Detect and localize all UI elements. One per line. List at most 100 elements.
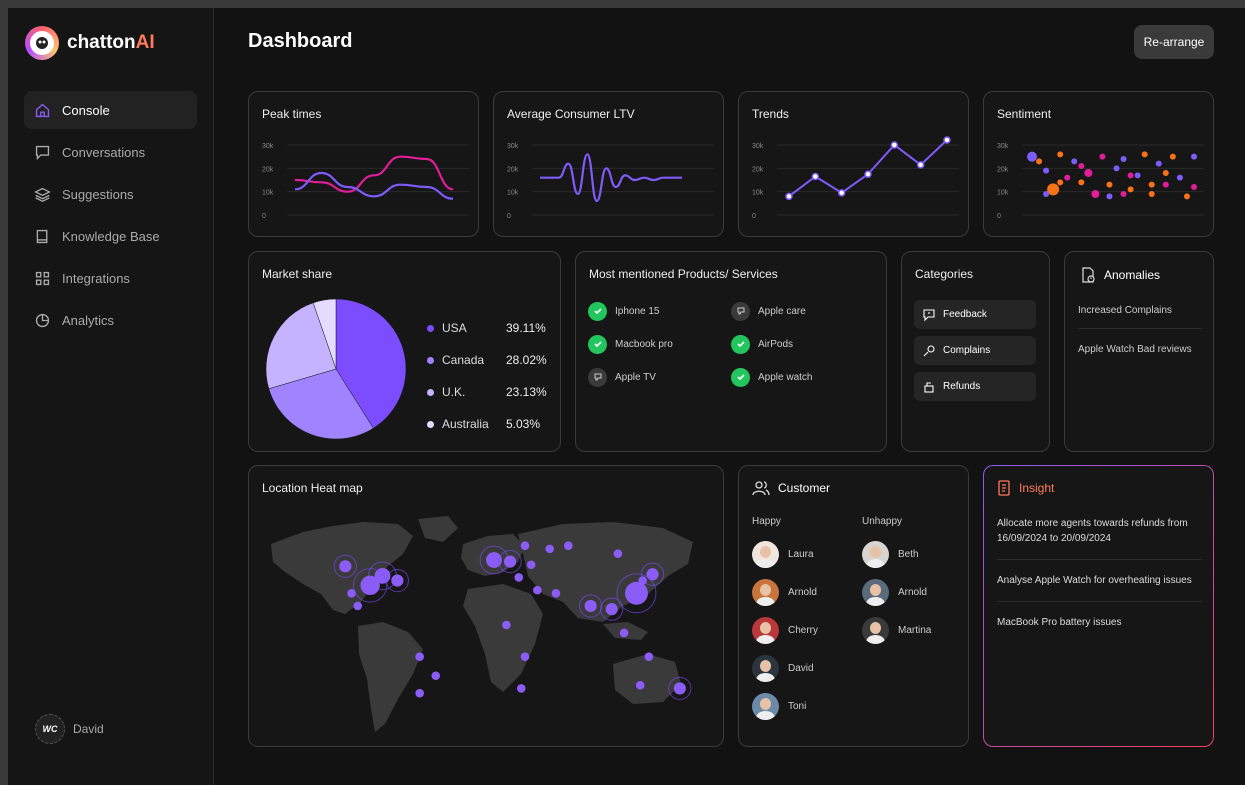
- category-refunds[interactable]: Refunds: [914, 372, 1036, 401]
- brand-logo[interactable]: chattonAI: [25, 26, 155, 60]
- sidebar-item-analytics[interactable]: Analytics: [24, 301, 197, 339]
- product-item[interactable]: Apple TV: [588, 366, 731, 388]
- pie-slice-usa[interactable]: [335, 298, 407, 429]
- product-item[interactable]: Iphone 15: [588, 300, 731, 322]
- heat-dot: [644, 652, 654, 662]
- scatter-point: [1148, 191, 1155, 197]
- series-line-ltv: [540, 153, 682, 203]
- product-item[interactable]: AirPods: [731, 333, 874, 355]
- product-item[interactable]: Macbook pro: [588, 333, 731, 355]
- avatar: [752, 616, 779, 644]
- sidebar-item-knowledge-base[interactable]: Knowledge Base: [24, 217, 197, 255]
- scatter-point: [1036, 158, 1043, 165]
- heatmap-card[interactable]: Location Heat map: [248, 465, 724, 747]
- sentiment-card[interactable]: Sentiment 30k 20k 10k 0: [983, 91, 1214, 237]
- products-card[interactable]: Most mentioned Products/ Services Iphone…: [575, 251, 887, 452]
- heat-dot: [635, 680, 645, 690]
- category-label: Complains: [943, 345, 991, 356]
- book-icon: [36, 229, 48, 243]
- scatter-point: [1027, 151, 1037, 162]
- product-item[interactable]: Apple watch: [731, 366, 874, 388]
- insight-item[interactable]: Analyse Apple Watch for overheating issu…: [997, 573, 1202, 602]
- customer-row[interactable]: Laura: [752, 535, 852, 573]
- sidebar-item-conversations[interactable]: Conversations: [24, 133, 197, 171]
- sidebar-item-label: Conversations: [62, 144, 146, 160]
- scatter-point: [1155, 160, 1162, 167]
- heat-dot: [391, 574, 404, 587]
- legend-dot: [427, 388, 434, 396]
- heat-dot: [520, 652, 530, 662]
- scatter-point: [1191, 184, 1197, 190]
- heat-dot: [486, 552, 502, 568]
- user-name: David: [73, 722, 104, 736]
- customer-row[interactable]: Toni: [752, 687, 852, 725]
- anomaly-item[interactable]: Increased Complains: [1078, 302, 1202, 329]
- category-feedback[interactable]: Feedback: [914, 300, 1036, 329]
- data-point: [916, 161, 925, 169]
- heat-dot: [624, 581, 648, 605]
- sidebar-item-label: Integrations: [62, 270, 130, 286]
- heat-dot: [520, 541, 530, 551]
- card-title: Anomalies: [1079, 266, 1160, 284]
- category-label: Feedback: [943, 309, 987, 320]
- anomalies-card[interactable]: Anomalies Increased Complains Apple Watc…: [1064, 251, 1214, 452]
- card-title: Market share: [262, 267, 333, 281]
- insight-card[interactable]: Insight Allocate more agents towards ref…: [983, 465, 1214, 747]
- australia: [613, 654, 681, 704]
- customer-row[interactable]: Cherry: [752, 611, 852, 649]
- insight-item[interactable]: Allocate more agents towards refunds fro…: [997, 516, 1202, 560]
- scatter-point: [1141, 151, 1148, 158]
- customer-row[interactable]: Arnold: [752, 573, 852, 611]
- market-share-card[interactable]: Market share USA 39.11% Canada 28.02% U.…: [248, 251, 561, 452]
- card-title: Sentiment: [997, 107, 1052, 121]
- check-icon: [731, 367, 750, 387]
- customer-row[interactable]: David: [752, 649, 852, 687]
- sidebar-item-integrations[interactable]: Integrations: [24, 259, 197, 297]
- customer-row[interactable]: Arnold: [862, 573, 962, 611]
- heat-dot: [347, 588, 356, 598]
- sidebar-item-label: Console: [62, 102, 110, 118]
- pie-slice-canada[interactable]: [268, 368, 374, 440]
- sidebar-item-console[interactable]: Console: [24, 91, 197, 129]
- customer-name: Toni: [788, 700, 807, 712]
- data-point: [943, 136, 951, 144]
- customer-name: Arnold: [788, 586, 817, 598]
- pie-slice-australia[interactable]: [312, 298, 337, 370]
- product-item[interactable]: Apple care: [731, 300, 874, 322]
- heat-dot: [551, 588, 561, 598]
- card-title-text: Customer: [778, 481, 831, 495]
- avatar: [862, 616, 889, 644]
- rearrange-button[interactable]: Re-arrange: [1134, 25, 1214, 59]
- y-tick-label: 20k: [262, 166, 274, 173]
- sidebar-item-suggestions[interactable]: Suggestions: [24, 175, 197, 213]
- scatter-point: [1162, 181, 1169, 188]
- scatter-point: [1091, 190, 1100, 198]
- series-line-purple: [294, 171, 454, 200]
- category-complains[interactable]: Complains: [914, 336, 1036, 365]
- customer-name: David: [788, 662, 814, 674]
- card-title-text: Anomalies: [1104, 268, 1161, 282]
- customer-row[interactable]: Martina: [862, 611, 962, 649]
- y-tick-label: 20k: [997, 166, 1009, 173]
- anomaly-item[interactable]: Apple Watch Bad reviews: [1078, 344, 1192, 355]
- data-point: [811, 172, 820, 181]
- world-heatmap: [271, 516, 693, 732]
- ltv-card[interactable]: Average Consumer LTV 30k 20k 10k 0: [493, 91, 724, 237]
- heat-dot: [431, 671, 441, 681]
- trends-card[interactable]: Trends 30k 20k 10k 0: [738, 91, 969, 237]
- customer-card[interactable]: Customer Happy Laura Arnold Cherry David…: [738, 465, 969, 747]
- pie-slice-uk[interactable]: [265, 302, 337, 390]
- avatar: [752, 578, 779, 606]
- legend-row: Canada 28.02%: [427, 344, 557, 376]
- scatter-point: [1057, 179, 1064, 186]
- user-profile[interactable]: WC David: [35, 714, 104, 744]
- card-title: Categories: [915, 267, 974, 281]
- categories-card[interactable]: Categories Feedback Complains Refunds: [901, 251, 1050, 452]
- customer-row[interactable]: Beth: [862, 535, 962, 573]
- sentiment-chart: 30k 20k 10k 0: [997, 143, 1204, 220]
- product-label: AirPods: [758, 338, 794, 350]
- document-alert-icon: [1082, 267, 1095, 283]
- insight-item[interactable]: MacBook Pro battery issues: [997, 617, 1122, 628]
- heat-dots: [333, 541, 692, 701]
- peak-times-card[interactable]: Peak times 30k 20k 10k 0: [248, 91, 479, 237]
